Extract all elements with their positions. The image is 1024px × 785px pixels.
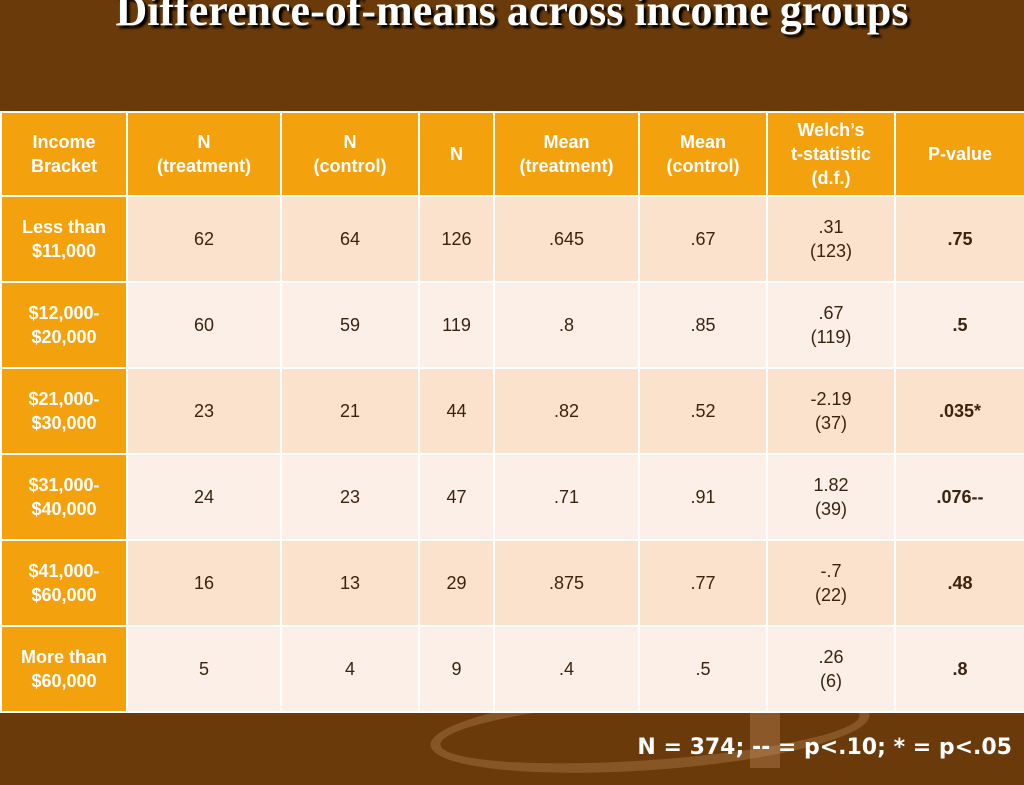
cell-mean-control: .67 [638,195,768,283]
cell-n-control: 13 [280,539,420,627]
cell-n-control: 64 [280,195,420,283]
cell-n: 29 [418,539,495,627]
cell-n: 44 [418,367,495,455]
cell-mean-treatment: .71 [493,453,640,541]
degrees-of-freedom-value: (123) [809,241,853,261]
col-header-welch-t: Welch’s t-statistic (d.f.) [766,111,896,197]
degrees-of-freedom-value: (119) [810,327,852,347]
cell-mean-treatment: .8 [493,281,640,369]
cell-p-value: .75 [894,195,1024,283]
cell-mean-control: .77 [638,539,768,627]
row-header-income-bracket: Less than $11,000 [0,195,128,283]
cell-mean-treatment: .645 [493,195,640,283]
t-statistic-value: .26 [818,647,844,667]
cell-welch-t: 1.82 (39) [766,453,896,541]
cell-n: 47 [418,453,495,541]
row-header-income-bracket: More than $60,000 [0,625,128,713]
results-table: Income Bracket N (treatment) N (control)… [0,111,1024,713]
cell-n-treatment: 24 [126,453,282,541]
cell-p-value: .035* [894,367,1024,455]
degrees-of-freedom-value: (22) [814,585,847,605]
t-statistic-value: -2.19 [810,389,852,409]
cell-mean-treatment: .4 [493,625,640,713]
cell-n-treatment: 16 [126,539,282,627]
col-header-p-value: P-value [894,111,1024,197]
cell-n-control: 23 [280,453,420,541]
significance-footnote: N = 374; -- = p<.10; * = p<.05 [637,735,1012,760]
degrees-of-freedom-value: (39) [814,499,847,519]
cell-welch-t: .26 (6) [766,625,896,713]
row-header-income-bracket: $21,000- $30,000 [0,367,128,455]
t-statistic-value: 1.82 [813,475,849,495]
cell-p-value: .076-- [894,453,1024,541]
slide-title: Difference-of-means across income groups [115,0,909,35]
table-row: $12,000- $20,000 60 59 119.8.85 .67 (119) .5 [0,281,1024,369]
cell-mean-treatment: .82 [493,367,640,455]
cell-mean-treatment: .875 [493,539,640,627]
table-row: $41,000- $60,000 16 13 29.875.77 -.7 (22) .48 [0,539,1024,627]
col-header-n-control: N (control) [280,111,420,197]
cell-p-value: .48 [894,539,1024,627]
cell-n-treatment: 62 [126,195,282,283]
t-statistic-value: -.7 [820,561,842,581]
col-header-n: N [418,111,495,197]
cell-n: 126 [418,195,495,283]
cell-mean-control: .5 [638,625,768,713]
cell-welch-t: .31 (123) [766,195,896,283]
cell-n-control: 21 [280,367,420,455]
col-header-mean-control: Mean (control) [638,111,768,197]
cell-mean-control: .85 [638,281,768,369]
cell-n-treatment: 5 [126,625,282,713]
col-header-n-treatment: N (treatment) [126,111,282,197]
cell-welch-t: .67 (119) [766,281,896,369]
t-statistic-value: .67 [818,303,844,323]
table-row: $31,000- $40,000 24 23 47.71.91 1.82 (39) .076-… [0,453,1024,541]
t-statistic-value: .31 [818,217,844,237]
cell-n: 9 [418,625,495,713]
row-header-income-bracket: $31,000- $40,000 [0,453,128,541]
row-header-income-bracket: $41,000- $60,000 [0,539,128,627]
col-header-mean-treatment: Mean (treatment) [493,111,640,197]
cell-mean-control: .91 [638,453,768,541]
cell-n: 119 [418,281,495,369]
degrees-of-freedom-value: (6) [820,671,842,691]
cell-n-treatment: 60 [126,281,282,369]
degrees-of-freedom-value: (37) [814,413,847,433]
table-row: Less than $11,000 62 64 126.645.67 .31 (123) .7… [0,195,1024,283]
cell-n-control: 59 [280,281,420,369]
cell-n-control: 4 [280,625,420,713]
results-table-container: Income Bracket N (treatment) N (control)… [0,111,1024,713]
cell-welch-t: -.7 (22) [766,539,896,627]
table-header-row: Income Bracket N (treatment) N (control)… [0,111,1024,197]
cell-p-value: .8 [894,625,1024,713]
table-row: More than $60,000 5 4 9.4.5.26 (6) .8 [0,625,1024,713]
col-header-income-bracket: Income Bracket [0,111,128,197]
table-row: $21,000- $30,000 23 21 44.82.52 -2.19 (37) .035… [0,367,1024,455]
cell-p-value: .5 [894,281,1024,369]
row-header-income-bracket: $12,000- $20,000 [0,281,128,369]
cell-welch-t: -2.19 (37) [766,367,896,455]
cell-n-treatment: 23 [126,367,282,455]
cell-mean-control: .52 [638,367,768,455]
